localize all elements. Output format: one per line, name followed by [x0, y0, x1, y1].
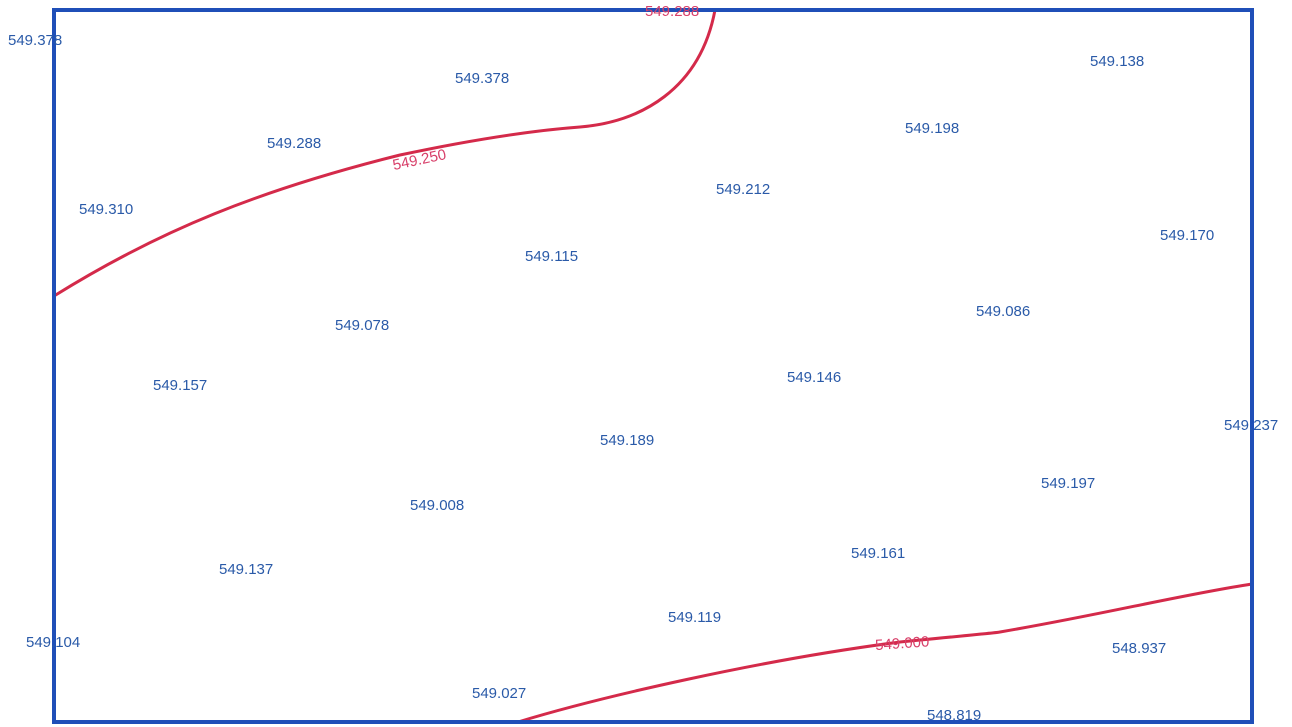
spot-elevation: 549.157: [153, 377, 207, 394]
spot-elevation: 549.137: [219, 561, 273, 578]
spot-elevation: 549.027: [472, 685, 526, 702]
spot-elevation: 549.086: [976, 303, 1030, 320]
contour-line-lower: [516, 582, 1254, 724]
survey-boundary: [52, 8, 1254, 724]
spot-elevation: 549.008: [410, 497, 464, 514]
spot-elevation: 548.819: [927, 707, 981, 724]
spot-elevation: 549.198: [905, 120, 959, 137]
spot-elevation: 549.310: [79, 201, 133, 218]
spot-elevation: 549.237: [1224, 417, 1278, 434]
spot-elevation: 549.104: [26, 634, 80, 651]
spot-elevation: 549.078: [335, 317, 389, 334]
spot-elevation: 549.115: [525, 248, 578, 265]
spot-elevation: 548.937: [1112, 640, 1166, 657]
spot-elevation: 549.161: [851, 545, 905, 562]
contour-label-top: 549.288: [645, 3, 699, 20]
spot-elevation: 549.170: [1160, 227, 1214, 244]
spot-elevation: 549.138: [1090, 53, 1144, 70]
spot-elevation: 549.288: [267, 135, 321, 152]
spot-elevation: 549.197: [1041, 475, 1095, 492]
spot-elevation: 549.189: [600, 432, 654, 449]
spot-elevation: 549.146: [787, 369, 841, 386]
spot-elevation: 549.378: [455, 70, 509, 87]
spot-elevation: 549.378: [8, 32, 62, 49]
spot-elevation: 549.212: [716, 181, 770, 198]
contour-line-upper: [52, 8, 717, 298]
spot-elevation: 549.119: [668, 609, 721, 626]
contour-label-lower: 549.000: [875, 633, 930, 654]
